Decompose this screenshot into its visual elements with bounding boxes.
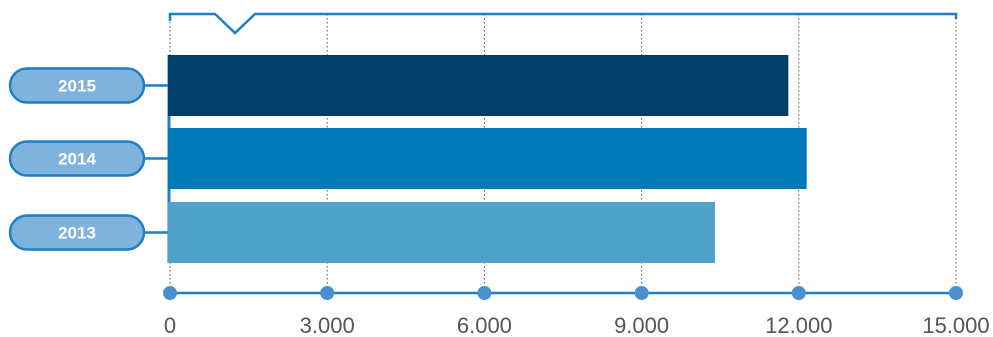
label-pill-2015	[8, 67, 146, 104]
tick-label-9.000: 9.000	[614, 313, 669, 337]
tick-label-6.000: 6.000	[457, 313, 512, 337]
label-pill-2013	[8, 214, 146, 251]
category-label-2015: 2015	[58, 77, 96, 96]
tick-dot-9.000	[634, 286, 649, 300]
bar-2013	[168, 202, 715, 263]
tick-label-3.000: 3.000	[300, 313, 355, 337]
tick-label-15.000: 15.000	[922, 313, 989, 337]
tick-dot-3.000	[320, 286, 335, 300]
category-labels: 2015 2014 2013	[8, 67, 168, 251]
category-label-2013: 2013	[58, 224, 96, 243]
tick-dot-6.000	[477, 286, 492, 300]
label-pill-2014	[8, 140, 146, 177]
x-axis-ticks: 0 3.000 6.000 9.000 12.000 15.000	[163, 286, 990, 337]
category-label-2014: 2014	[58, 150, 96, 169]
tick-dot-12.000	[791, 286, 806, 300]
bars	[168, 55, 807, 263]
tick-dot-15.000	[949, 286, 963, 300]
bar-2015	[168, 55, 789, 116]
top-frame-line	[168, 12, 958, 35]
tick-label-12.000: 12.000	[765, 313, 832, 337]
tick-label-0: 0	[164, 313, 176, 337]
bar-2014	[168, 128, 807, 189]
tick-dot-0	[163, 286, 177, 300]
